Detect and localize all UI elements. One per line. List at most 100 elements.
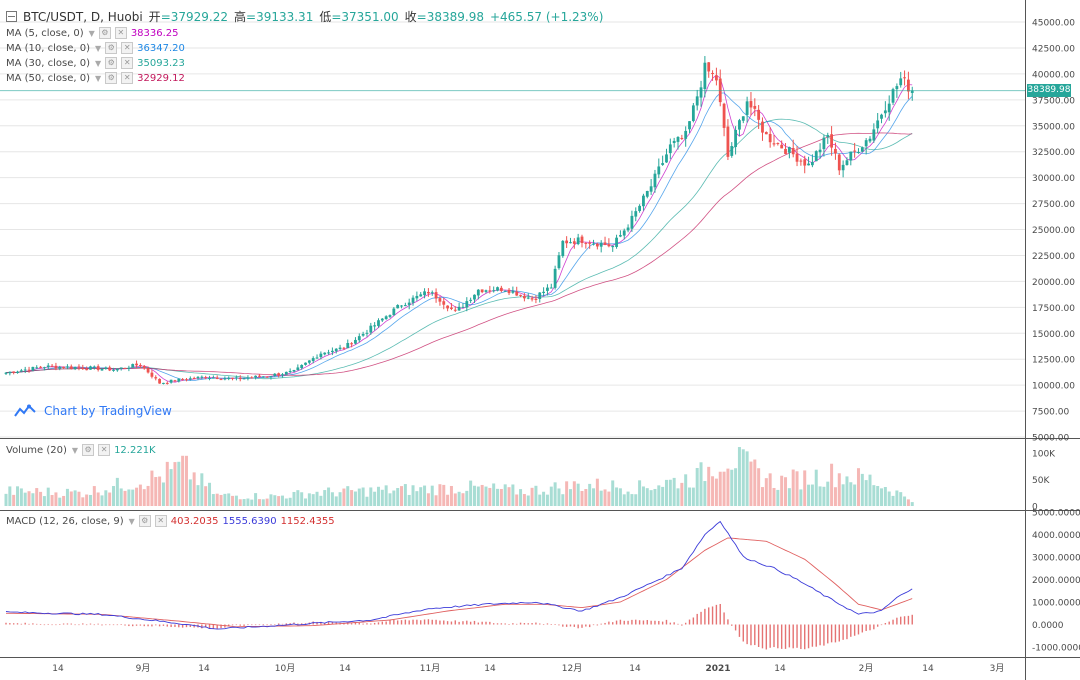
candle-body[interactable] — [89, 366, 92, 370]
volume-bar[interactable] — [96, 492, 100, 506]
volume-bar[interactable] — [584, 489, 588, 506]
candle-body[interactable] — [891, 89, 895, 103]
volume-bar[interactable] — [119, 488, 123, 506]
settings-icon[interactable]: ⚙ — [105, 72, 118, 84]
candle-body[interactable] — [476, 289, 480, 296]
candle-body[interactable] — [165, 382, 169, 384]
candle-body[interactable] — [31, 366, 35, 371]
volume-bar[interactable] — [849, 482, 853, 506]
volume-bar[interactable] — [277, 496, 281, 506]
candle-body[interactable] — [811, 162, 814, 166]
candle-body[interactable] — [211, 377, 215, 379]
price-candles[interactable] — [4, 56, 914, 385]
candle-body[interactable] — [603, 242, 607, 245]
candle-body[interactable] — [834, 148, 837, 154]
candle-body[interactable] — [177, 378, 181, 382]
candle-body[interactable] — [334, 348, 338, 352]
candle-body[interactable] — [511, 290, 515, 293]
volume-bar[interactable] — [231, 495, 235, 506]
volume-bars[interactable] — [4, 447, 914, 506]
candle-body[interactable] — [85, 369, 89, 371]
volume-bar[interactable] — [580, 490, 584, 506]
candle-body[interactable] — [304, 362, 307, 365]
volume-bar[interactable] — [615, 487, 619, 506]
volume-bar[interactable] — [549, 486, 553, 506]
volume-bar[interactable] — [899, 492, 903, 506]
volume-bar[interactable] — [204, 486, 208, 506]
volume-bar[interactable] — [31, 493, 35, 506]
candle-body[interactable] — [738, 120, 741, 130]
volume-bar[interactable] — [54, 492, 58, 506]
volume-bar[interactable] — [211, 494, 215, 506]
symbol-title[interactable]: BTC/USDT, D, Huobi — [23, 9, 143, 24]
candle-body[interactable] — [572, 241, 576, 244]
volume-bar[interactable] — [841, 484, 845, 506]
candle-body[interactable] — [668, 144, 672, 154]
volume-bar[interactable] — [62, 495, 66, 506]
volume-bar[interactable] — [446, 494, 450, 506]
volume-bar[interactable] — [342, 488, 346, 506]
volume-bar[interactable] — [592, 488, 596, 506]
candle-body[interactable] — [768, 133, 772, 143]
candle-body[interactable] — [615, 237, 618, 247]
volume-bar[interactable] — [599, 490, 603, 506]
candle-body[interactable] — [150, 372, 154, 377]
collapse-toggle-icon[interactable] — [6, 11, 17, 22]
volume-bar[interactable] — [695, 467, 699, 506]
volume-bar[interactable] — [150, 470, 154, 506]
volume-bar[interactable] — [65, 488, 69, 506]
macd-pane[interactable] — [5, 520, 913, 650]
candle-body[interactable] — [626, 227, 630, 231]
candle-body[interactable] — [327, 352, 330, 354]
volume-bar[interactable] — [822, 486, 826, 506]
candle-body[interactable] — [707, 62, 711, 72]
candle-body[interactable] — [841, 164, 845, 171]
macd-axis[interactable]: 5000.0000 4000.0000 3000.0000 2000.0000 1000… — [1032, 509, 1080, 654]
volume-bar[interactable] — [92, 486, 96, 506]
volume-bar[interactable] — [522, 494, 526, 506]
candle-body[interactable] — [346, 342, 350, 349]
volume-bar[interactable] — [461, 493, 465, 506]
candle-body[interactable] — [192, 377, 196, 379]
candle-body[interactable] — [638, 205, 641, 212]
candle-body[interactable] — [515, 291, 519, 296]
candle-body[interactable] — [465, 301, 469, 308]
candle-body[interactable] — [676, 136, 680, 142]
candle-body[interactable] — [315, 357, 319, 359]
volume-bar[interactable] — [568, 489, 572, 506]
candle-body[interactable] — [853, 150, 857, 152]
candle-body[interactable] — [62, 366, 65, 368]
volume-bar[interactable] — [434, 495, 438, 506]
candle-body[interactable] — [484, 290, 488, 292]
candle-body[interactable] — [19, 370, 23, 372]
volume-bar[interactable] — [165, 461, 169, 506]
volume-bar[interactable] — [845, 476, 849, 506]
candle-body[interactable] — [365, 332, 369, 334]
candle-body[interactable] — [691, 105, 695, 121]
candle-body[interactable] — [791, 148, 795, 155]
candle-body[interactable] — [849, 151, 853, 161]
volume-bar[interactable] — [676, 488, 680, 506]
candle-body[interactable] — [588, 242, 592, 244]
candle-body[interactable] — [703, 62, 707, 90]
candle-body[interactable] — [284, 371, 288, 375]
volume-bar[interactable] — [108, 492, 112, 506]
volume-bar[interactable] — [311, 494, 315, 506]
volume-bar[interactable] — [607, 491, 611, 506]
candle-body[interactable] — [899, 78, 903, 86]
settings-icon[interactable]: ⚙ — [138, 515, 151, 527]
candle-body[interactable] — [553, 268, 557, 288]
volume-bar[interactable] — [269, 494, 273, 506]
candle-body[interactable] — [188, 378, 192, 380]
candle-body[interactable] — [181, 379, 185, 381]
volume-bar[interactable] — [19, 488, 23, 506]
volume-bar[interactable] — [553, 482, 557, 506]
candle-body[interactable] — [115, 368, 119, 371]
ma30-legend[interactable]: MA (30, close, 0) ▼ ⚙ ✕ 35093.23 — [6, 57, 185, 69]
volume-bar[interactable] — [415, 491, 419, 506]
volume-bar[interactable] — [123, 490, 127, 506]
volume-bar[interactable] — [411, 485, 415, 506]
volume-bar[interactable] — [23, 492, 27, 506]
candle-body[interactable] — [887, 103, 891, 113]
volume-bar[interactable] — [181, 455, 185, 506]
